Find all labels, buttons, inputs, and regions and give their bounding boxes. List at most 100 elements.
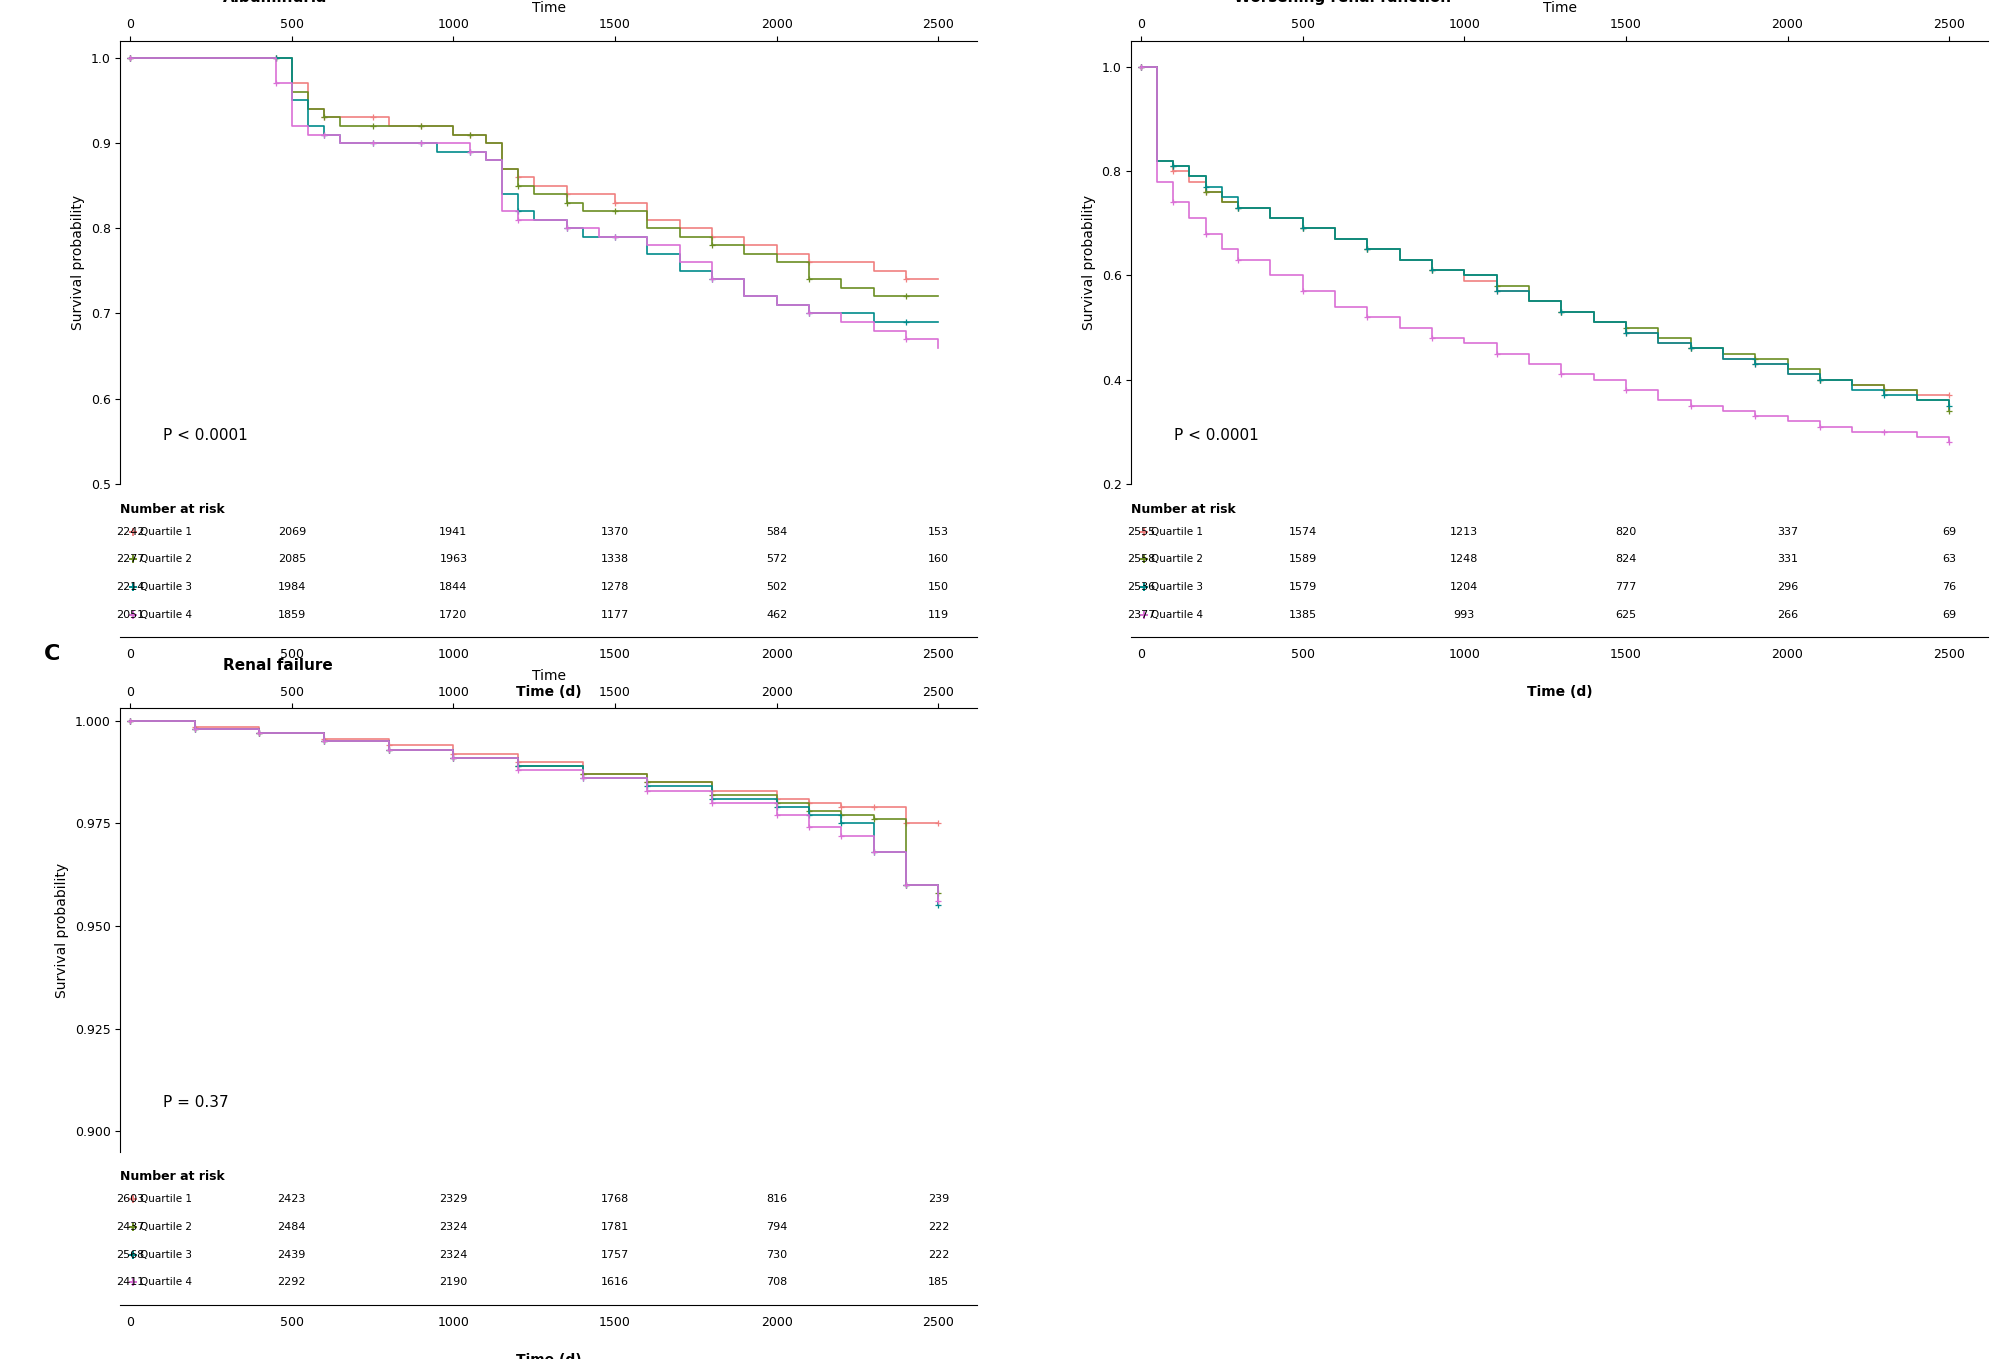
Text: 584: 584	[767, 527, 787, 537]
X-axis label: Time: Time	[532, 1, 566, 15]
Text: 1177: 1177	[600, 610, 628, 620]
Text: 2500: 2500	[921, 1316, 953, 1329]
Text: Time (d): Time (d)	[1525, 685, 1592, 700]
Text: 1500: 1500	[598, 1316, 630, 1329]
Text: 2329: 2329	[440, 1195, 468, 1204]
Text: Quartile 4: Quartile 4	[140, 1277, 193, 1287]
Text: 1781: 1781	[600, 1222, 628, 1233]
Text: 1768: 1768	[600, 1195, 628, 1204]
Text: 794: 794	[765, 1222, 787, 1233]
Text: 2069: 2069	[277, 527, 305, 537]
Text: 2555: 2555	[1126, 527, 1154, 537]
Text: 1385: 1385	[1288, 610, 1317, 620]
Text: 1941: 1941	[440, 527, 468, 537]
Text: Time (d): Time (d)	[516, 685, 582, 700]
Text: Quartile 2: Quartile 2	[140, 554, 193, 564]
Text: 2292: 2292	[277, 1277, 305, 1287]
Text: 0: 0	[1136, 648, 1144, 660]
Text: 1000: 1000	[1447, 648, 1479, 660]
Text: 1000: 1000	[438, 1316, 470, 1329]
Text: 708: 708	[767, 1277, 787, 1287]
Text: 185: 185	[927, 1277, 949, 1287]
Text: Quartile 2: Quartile 2	[1150, 554, 1202, 564]
Text: 2324: 2324	[440, 1222, 468, 1233]
Text: 222: 222	[927, 1250, 949, 1260]
Text: 69: 69	[1941, 527, 1955, 537]
Text: Renal failure: Renal failure	[223, 658, 333, 673]
Text: 500: 500	[1291, 648, 1315, 660]
Text: 2377: 2377	[1126, 610, 1154, 620]
Text: Number at risk: Number at risk	[1130, 503, 1236, 515]
Text: 2000: 2000	[1770, 648, 1802, 660]
Text: 239: 239	[927, 1195, 949, 1204]
Text: 2324: 2324	[440, 1250, 468, 1260]
Text: 1278: 1278	[600, 582, 628, 593]
Text: Worsening renal function: Worsening renal function	[1234, 0, 1451, 5]
Text: 2242: 2242	[116, 527, 145, 537]
Text: 119: 119	[927, 610, 949, 620]
Text: 2214: 2214	[116, 582, 145, 593]
Text: Quartile 3: Quartile 3	[140, 582, 193, 593]
Text: 1757: 1757	[600, 1250, 628, 1260]
Text: 0: 0	[126, 648, 134, 660]
Text: 222: 222	[927, 1222, 949, 1233]
Text: C: C	[44, 644, 60, 665]
Text: 1844: 1844	[440, 582, 468, 593]
Text: 824: 824	[1614, 554, 1636, 564]
Text: 1000: 1000	[438, 648, 470, 660]
Text: 1338: 1338	[600, 554, 628, 564]
Text: P = 0.37: P = 0.37	[163, 1095, 229, 1110]
Text: Quartile 1: Quartile 1	[140, 1195, 193, 1204]
Text: 1963: 1963	[440, 554, 468, 564]
Y-axis label: Survival probability: Survival probability	[70, 194, 84, 330]
Text: 2000: 2000	[761, 648, 793, 660]
Text: 572: 572	[767, 554, 787, 564]
Text: 730: 730	[767, 1250, 787, 1260]
Text: 153: 153	[927, 527, 949, 537]
Text: 1589: 1589	[1288, 554, 1317, 564]
Text: 337: 337	[1776, 527, 1796, 537]
Text: 69: 69	[1941, 610, 1955, 620]
Text: 1213: 1213	[1449, 527, 1477, 537]
Text: 2190: 2190	[440, 1277, 468, 1287]
Text: 266: 266	[1776, 610, 1796, 620]
Text: Time (d): Time (d)	[516, 1354, 582, 1359]
Text: 502: 502	[767, 582, 787, 593]
Text: 2423: 2423	[277, 1195, 305, 1204]
Text: 2439: 2439	[277, 1250, 305, 1260]
Text: Quartile 4: Quartile 4	[1150, 610, 1202, 620]
Text: 1500: 1500	[1610, 648, 1642, 660]
Text: 2085: 2085	[277, 554, 305, 564]
Text: 1204: 1204	[1449, 582, 1477, 593]
Text: Quartile 4: Quartile 4	[140, 610, 193, 620]
Text: Number at risk: Number at risk	[120, 503, 225, 515]
Text: 160: 160	[927, 554, 949, 564]
Text: 1720: 1720	[440, 610, 468, 620]
X-axis label: Time: Time	[532, 669, 566, 684]
Y-axis label: Survival probability: Survival probability	[56, 863, 70, 998]
Text: 1248: 1248	[1449, 554, 1477, 564]
Text: 76: 76	[1941, 582, 1955, 593]
Text: Quartile 1: Quartile 1	[140, 527, 193, 537]
Text: 816: 816	[767, 1195, 787, 1204]
Text: 1616: 1616	[600, 1277, 628, 1287]
Text: 2536: 2536	[1126, 582, 1154, 593]
Text: Quartile 3: Quartile 3	[1150, 582, 1202, 593]
Text: 2051: 2051	[116, 610, 145, 620]
Text: 1500: 1500	[598, 648, 630, 660]
Text: Albuminuria: Albuminuria	[223, 0, 327, 5]
Text: P < 0.0001: P < 0.0001	[1174, 428, 1258, 443]
Text: 331: 331	[1776, 554, 1796, 564]
Text: 150: 150	[927, 582, 949, 593]
Text: 2484: 2484	[277, 1222, 305, 1233]
Text: 777: 777	[1614, 582, 1636, 593]
Text: 820: 820	[1614, 527, 1636, 537]
Text: 2603: 2603	[116, 1195, 145, 1204]
Y-axis label: Survival probability: Survival probability	[1082, 194, 1096, 330]
Text: 2500: 2500	[1933, 648, 1965, 660]
Text: 2437: 2437	[116, 1222, 145, 1233]
Text: 1984: 1984	[277, 582, 305, 593]
Text: 1370: 1370	[600, 527, 628, 537]
Text: 2568: 2568	[116, 1250, 145, 1260]
Text: 2000: 2000	[761, 1316, 793, 1329]
